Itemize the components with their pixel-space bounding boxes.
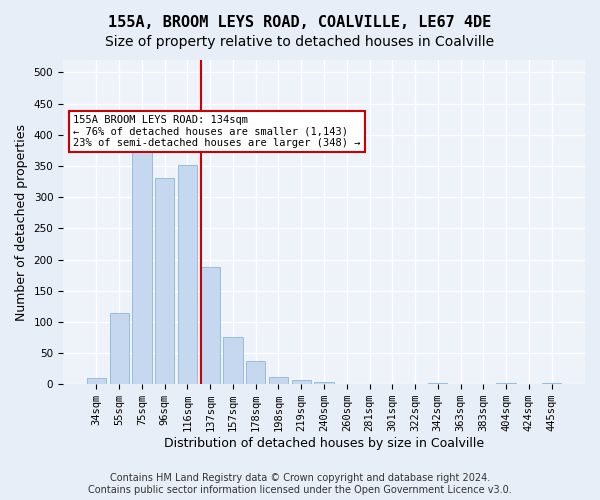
Bar xyxy=(110,312,129,384)
Bar xyxy=(178,164,197,384)
Y-axis label: Number of detached properties: Number of detached properties xyxy=(15,124,28,320)
X-axis label: Distribution of detached houses by size in Coalville: Distribution of detached houses by size … xyxy=(164,437,484,450)
Text: Contains HM Land Registry data © Crown copyright and database right 2024.
Contai: Contains HM Land Registry data © Crown c… xyxy=(88,474,512,495)
Text: 155A, BROOM LEYS ROAD, COALVILLE, LE67 4DE: 155A, BROOM LEYS ROAD, COALVILLE, LE67 4… xyxy=(109,15,491,30)
Bar xyxy=(246,360,265,384)
Bar xyxy=(155,178,175,384)
Bar xyxy=(292,380,311,384)
Bar xyxy=(428,383,448,384)
Bar xyxy=(269,376,288,384)
Bar xyxy=(542,383,561,384)
Text: 155A BROOM LEYS ROAD: 134sqm
← 76% of detached houses are smaller (1,143)
23% of: 155A BROOM LEYS ROAD: 134sqm ← 76% of de… xyxy=(73,115,361,148)
Bar xyxy=(223,338,242,384)
Bar xyxy=(496,383,516,384)
Bar xyxy=(200,267,220,384)
Text: Size of property relative to detached houses in Coalville: Size of property relative to detached ho… xyxy=(106,35,494,49)
Bar xyxy=(314,382,334,384)
Bar xyxy=(87,378,106,384)
Bar xyxy=(132,146,152,384)
